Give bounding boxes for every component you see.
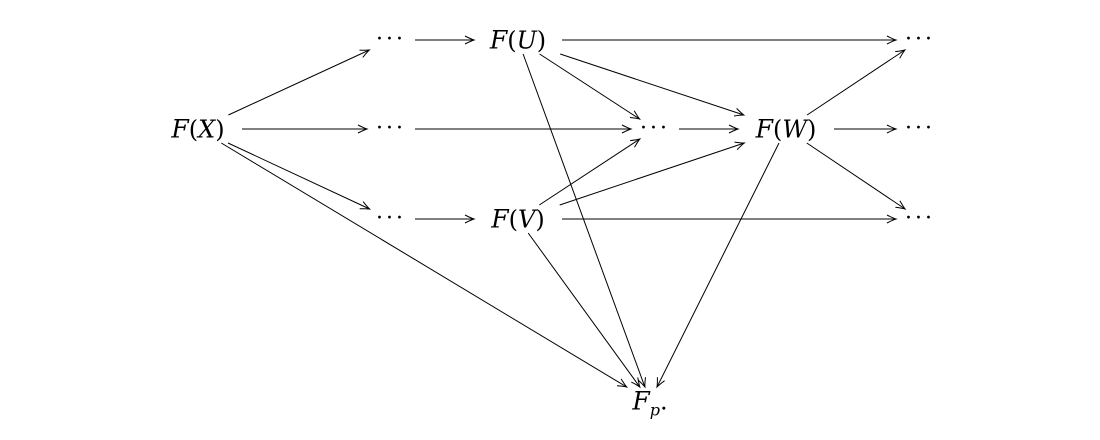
- arrow-FV-to-d_center: [539, 138, 642, 206]
- arrow-head: [464, 214, 476, 224]
- ellipsis-node-top-right: ···: [905, 27, 935, 52]
- arrow-FX-to-Fp: [221, 142, 629, 388]
- arrow-FU-to-d_center: [539, 53, 641, 120]
- close-paren: ): [535, 205, 545, 234]
- script-F-symbol: F: [491, 204, 509, 234]
- variable-W: W: [782, 115, 808, 144]
- arrow-head: [464, 35, 476, 45]
- arrow-shaft: [560, 53, 744, 116]
- arrow-shaft: [227, 142, 370, 210]
- arrow-head: [886, 214, 898, 224]
- script-F-symbol: F: [171, 114, 189, 144]
- close-paren: ): [807, 115, 817, 144]
- ellipsis-node-middle-left: ···: [376, 116, 406, 141]
- arrow-shaft: [539, 53, 640, 120]
- arrow-shaft: [656, 142, 780, 388]
- script-F-symbol: F: [489, 25, 508, 55]
- arrow-shaft: [806, 142, 906, 210]
- script-F-symbol: F: [632, 386, 650, 416]
- arrow-FW-to-d_mid_right: [834, 124, 898, 134]
- variable-U: U: [516, 26, 537, 55]
- node-F-of-V: F(V): [491, 207, 544, 232]
- open-paren: (: [188, 115, 199, 144]
- arrow-FX-to-d_mid1: [242, 124, 369, 134]
- arrow-shaft: [527, 232, 641, 388]
- arrow-d_bot1-to-FV: [415, 214, 476, 224]
- arrow-shaft: [522, 53, 646, 388]
- arrow-shaft: [806, 49, 906, 116]
- arrow-head: [734, 141, 746, 151]
- node-F-of-X: F(X): [171, 117, 224, 142]
- arrow-FW-to-d_top_right: [806, 49, 907, 116]
- variable-X: X: [198, 115, 216, 144]
- arrow-shaft: [539, 138, 641, 206]
- close-paren: ): [215, 115, 225, 144]
- arrow-FU-to-d_top_right: [562, 35, 898, 45]
- arrow-shaft: [228, 49, 370, 116]
- subscript-p: p: [649, 400, 660, 420]
- close-paren: ): [536, 26, 547, 55]
- arrow-FU-to-Fp: [522, 53, 646, 389]
- arrow-d_mid1-to-d_center: [415, 124, 633, 134]
- arrow-head: [629, 110, 641, 120]
- ellipsis-node-middle-right: ···: [905, 116, 935, 141]
- arrow-head: [631, 377, 641, 389]
- arrow-head: [886, 124, 898, 134]
- arrow-head: [733, 108, 746, 117]
- arrow-head: [630, 138, 642, 148]
- arrow-FX-to-d_bot1: [227, 142, 372, 210]
- arrow-head: [637, 377, 646, 389]
- arrow-head: [895, 49, 907, 59]
- arrow-head: [886, 35, 898, 45]
- arrow-head: [359, 201, 372, 210]
- arrow-head: [357, 124, 369, 134]
- arrow-FV-to-Fp: [527, 232, 641, 389]
- arrow-head: [616, 378, 629, 388]
- trailing-period: .: [659, 387, 668, 416]
- ellipsis-node-bottom-left: ···: [376, 206, 406, 231]
- open-paren: (: [772, 115, 783, 144]
- arrow-d_top1-to-FU: [415, 35, 476, 45]
- arrow-head: [656, 377, 665, 389]
- arrow-FX-to-d_top1: [228, 49, 371, 116]
- arrow-head: [728, 124, 740, 134]
- arrow-head: [895, 200, 907, 210]
- ellipsis-node-center: ···: [640, 116, 670, 141]
- open-paren: (: [508, 205, 519, 234]
- ellipsis-node-bottom-right: ···: [905, 206, 935, 231]
- arrow-head: [621, 124, 633, 134]
- variable-V: V: [518, 205, 536, 234]
- arrow-d_center-to-FW: [679, 124, 740, 134]
- node-F-sub-p: Fp.: [632, 386, 668, 419]
- node-F-of-W: F(W): [756, 117, 817, 142]
- arrow-FV-to-d_bot_right: [562, 214, 898, 224]
- node-F-of-U: F(U): [490, 28, 546, 53]
- arrow-FU-to-FW: [560, 53, 746, 117]
- arrow-FV-to-FW: [559, 141, 746, 206]
- ellipsis-node-top-left: ···: [376, 27, 406, 52]
- arrow-shaft: [559, 142, 745, 206]
- script-F-symbol: F: [755, 114, 773, 144]
- arrow-FW-to-d_bot_right: [806, 142, 907, 210]
- arrow-FW-to-Fp: [656, 142, 780, 389]
- arrow-head: [359, 49, 371, 58]
- arrow-shaft: [221, 142, 627, 388]
- open-paren: (: [507, 26, 517, 55]
